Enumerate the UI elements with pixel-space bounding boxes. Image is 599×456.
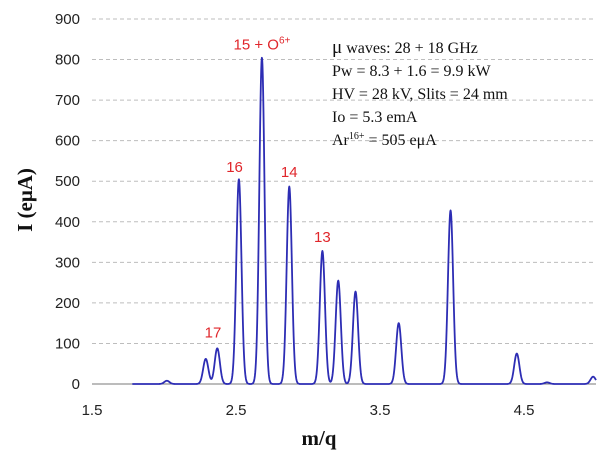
y-tick-label: 600	[55, 133, 80, 150]
info-line-text: Io = 5.3 emA	[332, 109, 418, 126]
info-line: Pw = 8.3 + 1.6 = 9.9 kW	[332, 63, 492, 80]
peak-label: 17	[205, 324, 222, 341]
y-axis-title: I (eμA)	[13, 168, 37, 232]
gridlines	[92, 18, 596, 385]
info-line: Io = 5.3 emA	[332, 109, 418, 126]
x-tick-label: 3.5	[370, 402, 391, 419]
peak-label-text: 13	[314, 229, 331, 246]
x-axis-title: m/q	[301, 426, 336, 450]
y-tick-label: 900	[55, 11, 80, 28]
peak-label-superscript: 6+	[279, 35, 291, 46]
x-tick-label: 4.5	[514, 402, 535, 419]
peak-label-text: 15 + O	[233, 36, 278, 53]
peak-labels: 17 16 15 + O6+ 14 13	[205, 35, 331, 341]
peak-label-text: 16	[226, 159, 243, 176]
peak-label: 14	[281, 164, 298, 181]
peak-label: 13	[314, 229, 331, 246]
x-tick-label: 1.5	[82, 402, 103, 419]
y-tick-label: 800	[55, 52, 80, 69]
info-line-text: Ar	[332, 132, 350, 149]
peak-label: 16	[226, 159, 243, 176]
series-line	[131, 56, 597, 385]
x-tick-labels: 1.5 2.5 3.5 4.5	[82, 402, 535, 419]
peak-label-text: 17	[205, 324, 222, 341]
info-line-text: Pw = 8.3 + 1.6 = 9.9 kW	[332, 63, 492, 80]
info-line-suffix: = 505 eμA	[365, 132, 438, 149]
info-box: μ waves: 28 + 18 GHz Pw = 8.3 + 1.6 = 9.9…	[332, 37, 508, 149]
y-tick-label: 400	[55, 214, 80, 231]
y-tick-label: 300	[55, 254, 80, 271]
y-tick-label: 500	[55, 173, 80, 190]
info-line-text: HV = 28 kV, Slits = 24 mm	[332, 86, 508, 103]
y-tick-label: 0	[72, 376, 80, 393]
info-line-superscript: 16+	[349, 131, 365, 142]
y-tick-label: 100	[55, 335, 80, 352]
peak-label: 15 + O6+	[233, 35, 290, 53]
series-layer	[131, 56, 597, 385]
y-tick-labels: 0 100 200 300 400 500 600 700 800 900	[55, 11, 80, 393]
peak-label-text: 14	[281, 164, 298, 181]
y-tick-label: 200	[55, 295, 80, 312]
info-line: HV = 28 kV, Slits = 24 mm	[332, 86, 508, 103]
info-line: μ waves: 28 + 18 GHz	[332, 37, 478, 58]
y-tick-label: 700	[55, 92, 80, 109]
info-line: Ar16+ = 505 eμA	[332, 131, 437, 149]
x-tick-label: 2.5	[226, 402, 247, 419]
info-line-text: waves: 28 + 18 GHz	[342, 40, 478, 57]
info-line-prefix: μ	[332, 37, 342, 58]
